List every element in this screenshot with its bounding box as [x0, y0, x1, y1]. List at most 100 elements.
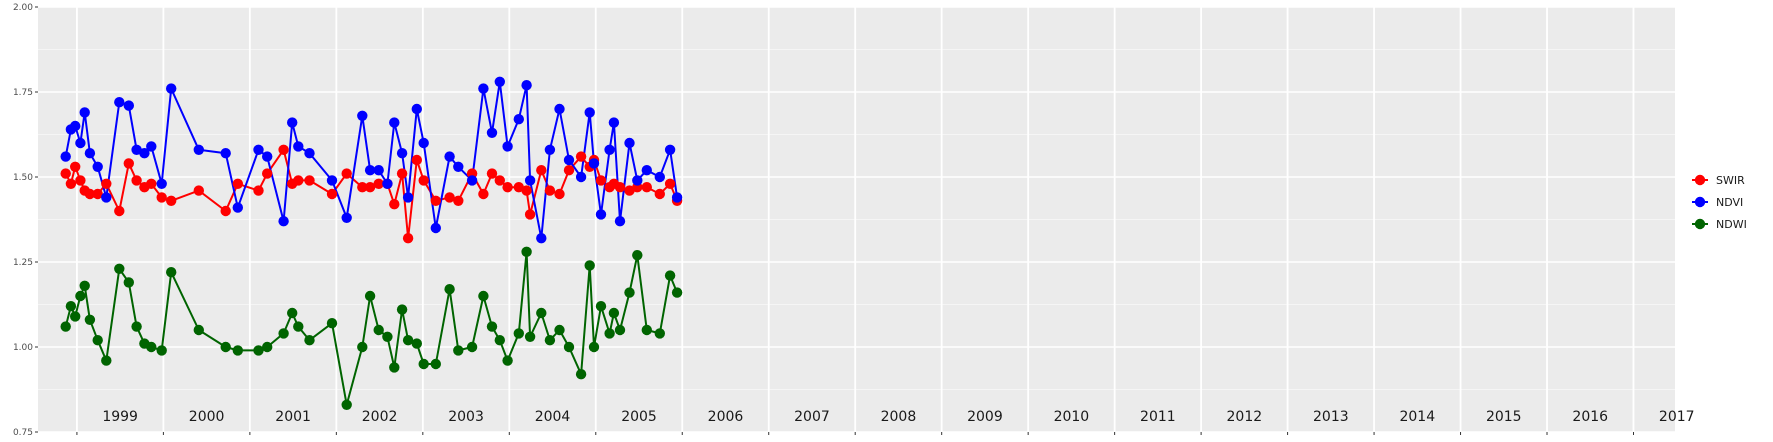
- data-point-swir: [513, 182, 524, 193]
- data-point-ndwi: [193, 324, 204, 336]
- data-point-ndvi: [641, 165, 652, 176]
- data-point-ndwi: [466, 341, 478, 353]
- year-labels: 1999 2000 2001 2002 2003 2004 2005 2006 2007 2008…: [76, 409, 1695, 435]
- y-axis: 0.75 1.00 1.25 1.50 1.75 2.00: [13, 3, 38, 438]
- data-point-ndwi: [70, 311, 81, 322]
- data-point-ndwi: [79, 280, 90, 291]
- year-label: 2013: [1313, 409, 1349, 425]
- data-point-ndvi: [453, 161, 464, 172]
- data-point-swir: [166, 195, 177, 206]
- data-point-swir: [232, 178, 243, 189]
- data-point-ndwi: [595, 301, 607, 312]
- year-label: 2009: [967, 409, 1003, 425]
- year-label: 2015: [1486, 409, 1522, 425]
- data-point-ndwi: [411, 338, 422, 349]
- data-point-swir: [84, 188, 96, 200]
- data-point-ndwi: [326, 318, 338, 329]
- data-point-ndwi: [373, 324, 384, 336]
- data-point-ndwi: [502, 355, 513, 366]
- y-tick-label: 2.00: [13, 3, 33, 13]
- data-point-ndwi: [123, 277, 134, 288]
- data-point-ndwi: [608, 307, 620, 319]
- data-point-swir: [563, 165, 575, 176]
- year-label: 2001: [275, 409, 311, 425]
- year-label: 2016: [1572, 409, 1608, 425]
- data-point-ndvi: [575, 171, 587, 183]
- data-point-ndvi: [357, 110, 368, 122]
- data-point-ndvi: [156, 178, 167, 189]
- data-point-ndwi: [166, 267, 177, 278]
- data-point-swir: [101, 178, 112, 189]
- year-label: 2000: [189, 409, 225, 425]
- data-point-ndvi: [60, 151, 71, 162]
- data-point-swir: [444, 192, 455, 203]
- year-label: 2011: [1140, 409, 1176, 425]
- y-tick-label: 1.25: [13, 258, 33, 268]
- data-point-ndwi: [554, 324, 565, 336]
- data-point-ndwi: [278, 328, 289, 339]
- data-point-ndvi: [131, 144, 142, 155]
- data-point-ndwi: [131, 321, 142, 332]
- data-point-ndvi: [92, 161, 103, 172]
- data-point-ndwi: [544, 335, 556, 346]
- data-point-ndvi: [595, 209, 607, 220]
- data-point-ndwi: [418, 358, 429, 370]
- data-point-ndvi: [654, 171, 665, 183]
- legend-key-point: [1694, 174, 1706, 186]
- data-point-ndvi: [278, 216, 289, 227]
- data-point-swir: [304, 175, 315, 186]
- data-point-ndvi: [494, 76, 505, 88]
- data-point-swir: [326, 188, 338, 200]
- data-point-ndwi: [402, 335, 414, 346]
- data-point-ndvi: [664, 144, 676, 155]
- data-point-swir: [502, 182, 513, 193]
- data-point-swir: [92, 188, 103, 200]
- data-point-ndvi: [671, 192, 683, 203]
- data-point-ndwi: [220, 341, 231, 353]
- data-point-ndwi: [563, 341, 575, 353]
- y-tick-label: 1.50: [13, 173, 33, 183]
- data-point-ndvi: [584, 107, 595, 118]
- data-point-ndvi: [139, 148, 150, 159]
- year-label: 2008: [881, 409, 917, 425]
- data-point-ndwi: [232, 345, 243, 356]
- data-point-ndwi: [396, 304, 408, 315]
- data-point-swir: [486, 168, 498, 179]
- data-point-ndvi: [478, 83, 489, 94]
- data-point-ndwi: [536, 307, 547, 319]
- data-point-swir: [60, 168, 71, 179]
- data-point-swir: [494, 175, 505, 186]
- year-label: 2003: [448, 409, 484, 425]
- data-point-ndvi: [253, 144, 264, 155]
- data-point-swir: [624, 185, 635, 196]
- data-point-ndvi: [536, 233, 547, 244]
- data-point-ndvi: [84, 148, 96, 159]
- data-point-ndwi: [253, 345, 264, 356]
- data-point-ndvi: [411, 103, 422, 115]
- data-point-ndvi: [341, 212, 352, 223]
- data-point-ndwi: [293, 321, 304, 332]
- year-label: 2006: [708, 409, 744, 425]
- data-point-ndvi: [114, 97, 125, 108]
- data-point-ndwi: [444, 284, 455, 295]
- year-label: 2010: [1054, 409, 1090, 425]
- data-point-ndvi: [287, 117, 298, 128]
- data-point-ndwi: [60, 321, 71, 332]
- data-point-ndwi: [357, 341, 368, 353]
- data-point-swir: [536, 165, 547, 176]
- data-point-ndvi: [486, 127, 498, 138]
- data-point-swir: [521, 185, 532, 196]
- data-point-ndwi: [584, 260, 595, 271]
- data-point-ndvi: [304, 148, 315, 159]
- data-point-ndvi: [624, 137, 635, 149]
- data-point-swir: [65, 178, 77, 189]
- data-point-swir: [75, 175, 86, 186]
- data-point-ndvi: [193, 144, 204, 155]
- data-point-ndwi: [453, 345, 464, 356]
- data-point-ndwi: [671, 287, 683, 298]
- data-point-ndwi: [430, 358, 441, 370]
- data-point-ndwi: [632, 250, 643, 261]
- data-point-ndwi: [486, 321, 498, 332]
- data-point-ndwi: [575, 369, 587, 380]
